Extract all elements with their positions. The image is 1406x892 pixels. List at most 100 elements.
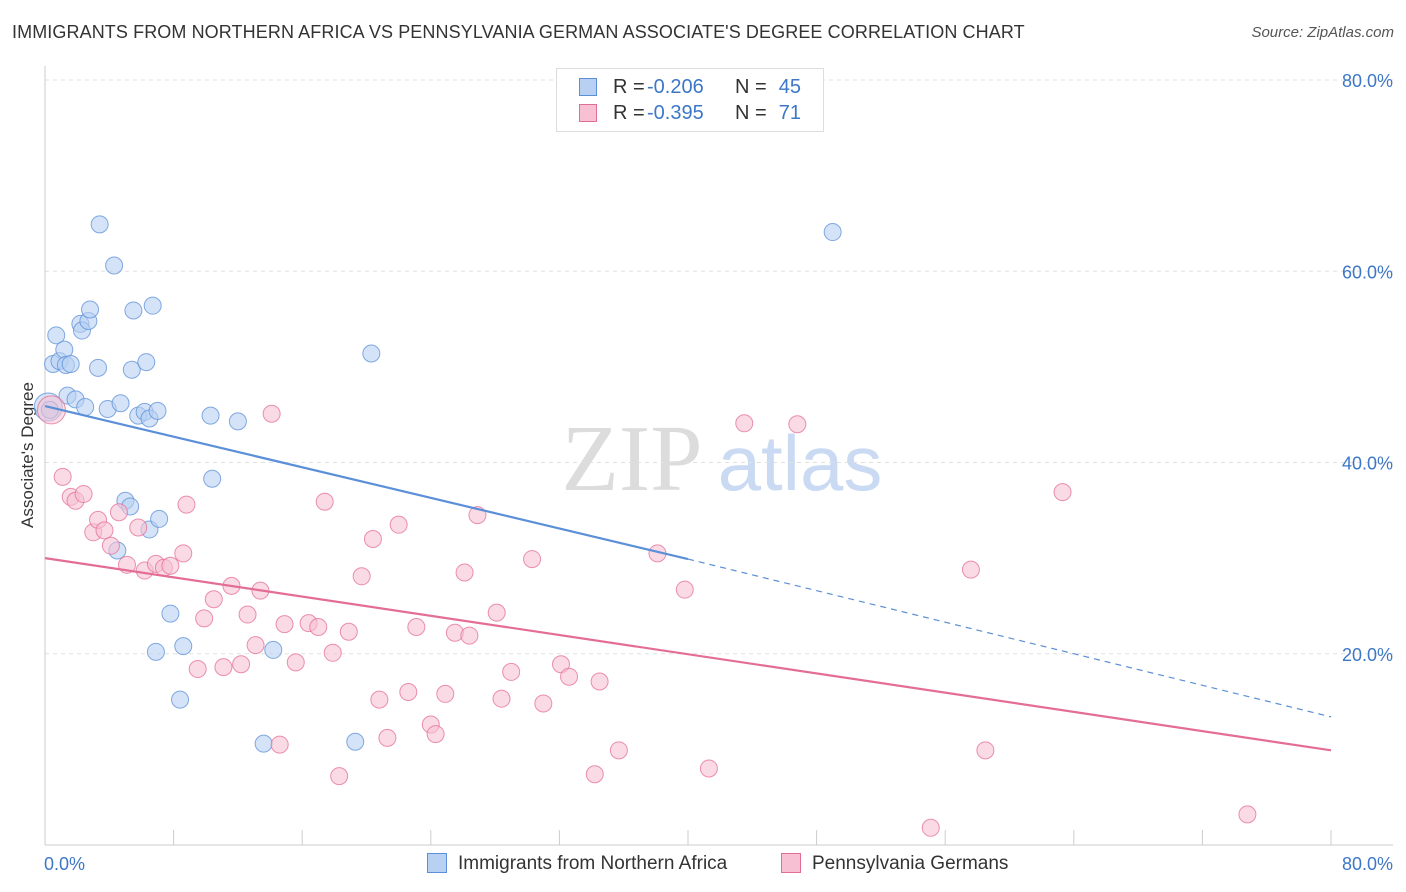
- pennsylvania-german-point: [534, 694, 553, 713]
- northern-africa-point: [362, 344, 381, 363]
- y-tick-labels: 20.0% 40.0% 60.0% 80.0%: [1342, 71, 1393, 665]
- pennsylvania-german-point: [323, 643, 342, 662]
- blue-swatch: [427, 853, 447, 873]
- northern-africa-point: [137, 353, 156, 372]
- pennsylvania-german-point: [53, 467, 72, 486]
- pennsylvania-german-point: [238, 605, 257, 624]
- pennsylvania-german-point: [976, 741, 995, 760]
- n-value: 71: [778, 102, 801, 124]
- chart-title: IMMIGRANTS FROM NORTHERN AFRICA VS PENNS…: [12, 22, 1025, 42]
- northern-africa-point: [143, 296, 162, 315]
- pennsylvania-german-point: [339, 622, 358, 641]
- pennsylvania-german-point: [74, 485, 93, 504]
- northern-africa-point: [150, 509, 169, 528]
- pennsylvania-german-point: [188, 660, 207, 679]
- pennsylvania-german-point: [95, 521, 114, 540]
- x-tick-label: 80.0%: [1342, 854, 1393, 874]
- legend-label: Pennsylvania Germans: [812, 853, 1009, 874]
- northern-africa-point: [254, 734, 273, 753]
- pennsylvania-german-point: [204, 590, 223, 609]
- northern-africa-point: [90, 215, 109, 234]
- y-tick-label: 40.0%: [1342, 454, 1393, 474]
- pennsylvania-german-point: [389, 515, 408, 534]
- pennsylvania-german-point: [735, 414, 754, 433]
- x-tick-labels: 0.0% 80.0%: [44, 854, 1393, 874]
- pennsylvania-german-point: [560, 667, 579, 686]
- pennsylvania-german-point: [370, 690, 389, 709]
- pennsylvania-german-point: [286, 653, 305, 672]
- northern-africa-point: [823, 223, 842, 242]
- northern-africa-trend-line: [44, 405, 689, 561]
- watermark-zip: ZIP: [562, 407, 703, 511]
- pennsylvania-german-trend-line: [44, 557, 1332, 752]
- pennsylvania-german-point: [455, 563, 474, 582]
- pennsylvania-german-point: [129, 518, 148, 537]
- y-tick-label: 20.0%: [1342, 645, 1393, 665]
- pennsylvania-german-point: [492, 689, 511, 708]
- northern-africa-point: [171, 690, 190, 709]
- blue-swatch: [579, 78, 597, 96]
- stats-legend: R = -0.206 N = 45 R = -0.395 N = 71: [556, 68, 824, 132]
- northern-africa-point: [148, 401, 167, 420]
- pennsylvania-german-point: [177, 495, 196, 514]
- northern-africa-point: [174, 637, 193, 656]
- y-tick-label: 80.0%: [1342, 71, 1393, 91]
- northern-africa-point: [146, 642, 165, 661]
- pennsylvania-german-point: [315, 492, 334, 511]
- northern-africa-point: [89, 358, 108, 377]
- pink-swatch: [781, 853, 801, 873]
- pennsylvania-german-point: [246, 636, 265, 655]
- pennsylvania-german-point: [232, 655, 251, 674]
- axes: [44, 66, 1393, 846]
- pennsylvania-german-point: [502, 662, 521, 681]
- r-label: R =: [613, 76, 645, 98]
- northern-africa-point: [161, 604, 180, 623]
- pennsylvania-german-point: [378, 728, 397, 747]
- northern-africa-point: [264, 640, 283, 659]
- northern-africa-point: [61, 355, 80, 374]
- northern-africa-point: [47, 326, 66, 345]
- pennsylvania-german-point: [174, 544, 193, 563]
- pennsylvania-german-point: [275, 615, 294, 634]
- pennsylvania-german-point: [788, 415, 807, 434]
- pennsylvania-german-point: [921, 818, 940, 837]
- pennsylvania-german-point: [675, 580, 694, 599]
- pennsylvania-german-point: [407, 617, 426, 636]
- pennsylvania-german-point: [161, 556, 180, 575]
- pennsylvania-german-point: [352, 567, 371, 586]
- northern-africa-point: [346, 732, 365, 751]
- pennsylvania-german-point: [609, 741, 628, 760]
- pennsylvania-german-point: [399, 683, 418, 701]
- trend-lines: [44, 405, 1332, 752]
- pennsylvania-german-point: [109, 503, 128, 522]
- n-value: 45: [778, 76, 801, 98]
- northern-africa-point: [111, 394, 130, 413]
- pennsylvania-german-point: [330, 767, 349, 786]
- pennsylvania-german-point: [426, 725, 445, 744]
- legend-label: Immigrants from Northern Africa: [458, 853, 728, 874]
- northern-africa-point: [105, 256, 124, 275]
- northern-africa-point: [76, 398, 95, 417]
- pennsylvania-german-point: [195, 609, 214, 628]
- n-label: N =: [735, 76, 767, 98]
- pennsylvania-german-point: [585, 765, 604, 784]
- pennsylvania-german-point: [590, 672, 609, 691]
- x-tick-label: 0.0%: [44, 854, 85, 874]
- pennsylvania-german-point: [214, 658, 233, 677]
- watermark: ZIP atlas: [562, 407, 883, 511]
- northern-africa-point: [81, 300, 100, 319]
- r-value: -0.395: [647, 102, 704, 124]
- data-points: [33, 215, 1257, 837]
- northern-africa-point: [122, 360, 141, 379]
- r-value: -0.206: [647, 76, 704, 98]
- pennsylvania-german-point: [101, 536, 120, 555]
- pennsylvania-german-point: [309, 617, 328, 636]
- pennsylvania-german-point: [363, 530, 382, 548]
- pennsylvania-german-point: [699, 759, 718, 778]
- pennsylvania-german-point: [523, 550, 542, 569]
- northern-africa-point: [124, 301, 143, 320]
- r-label: R =: [613, 102, 645, 124]
- pennsylvania-german-point: [460, 626, 479, 645]
- pennsylvania-german-point: [270, 735, 289, 754]
